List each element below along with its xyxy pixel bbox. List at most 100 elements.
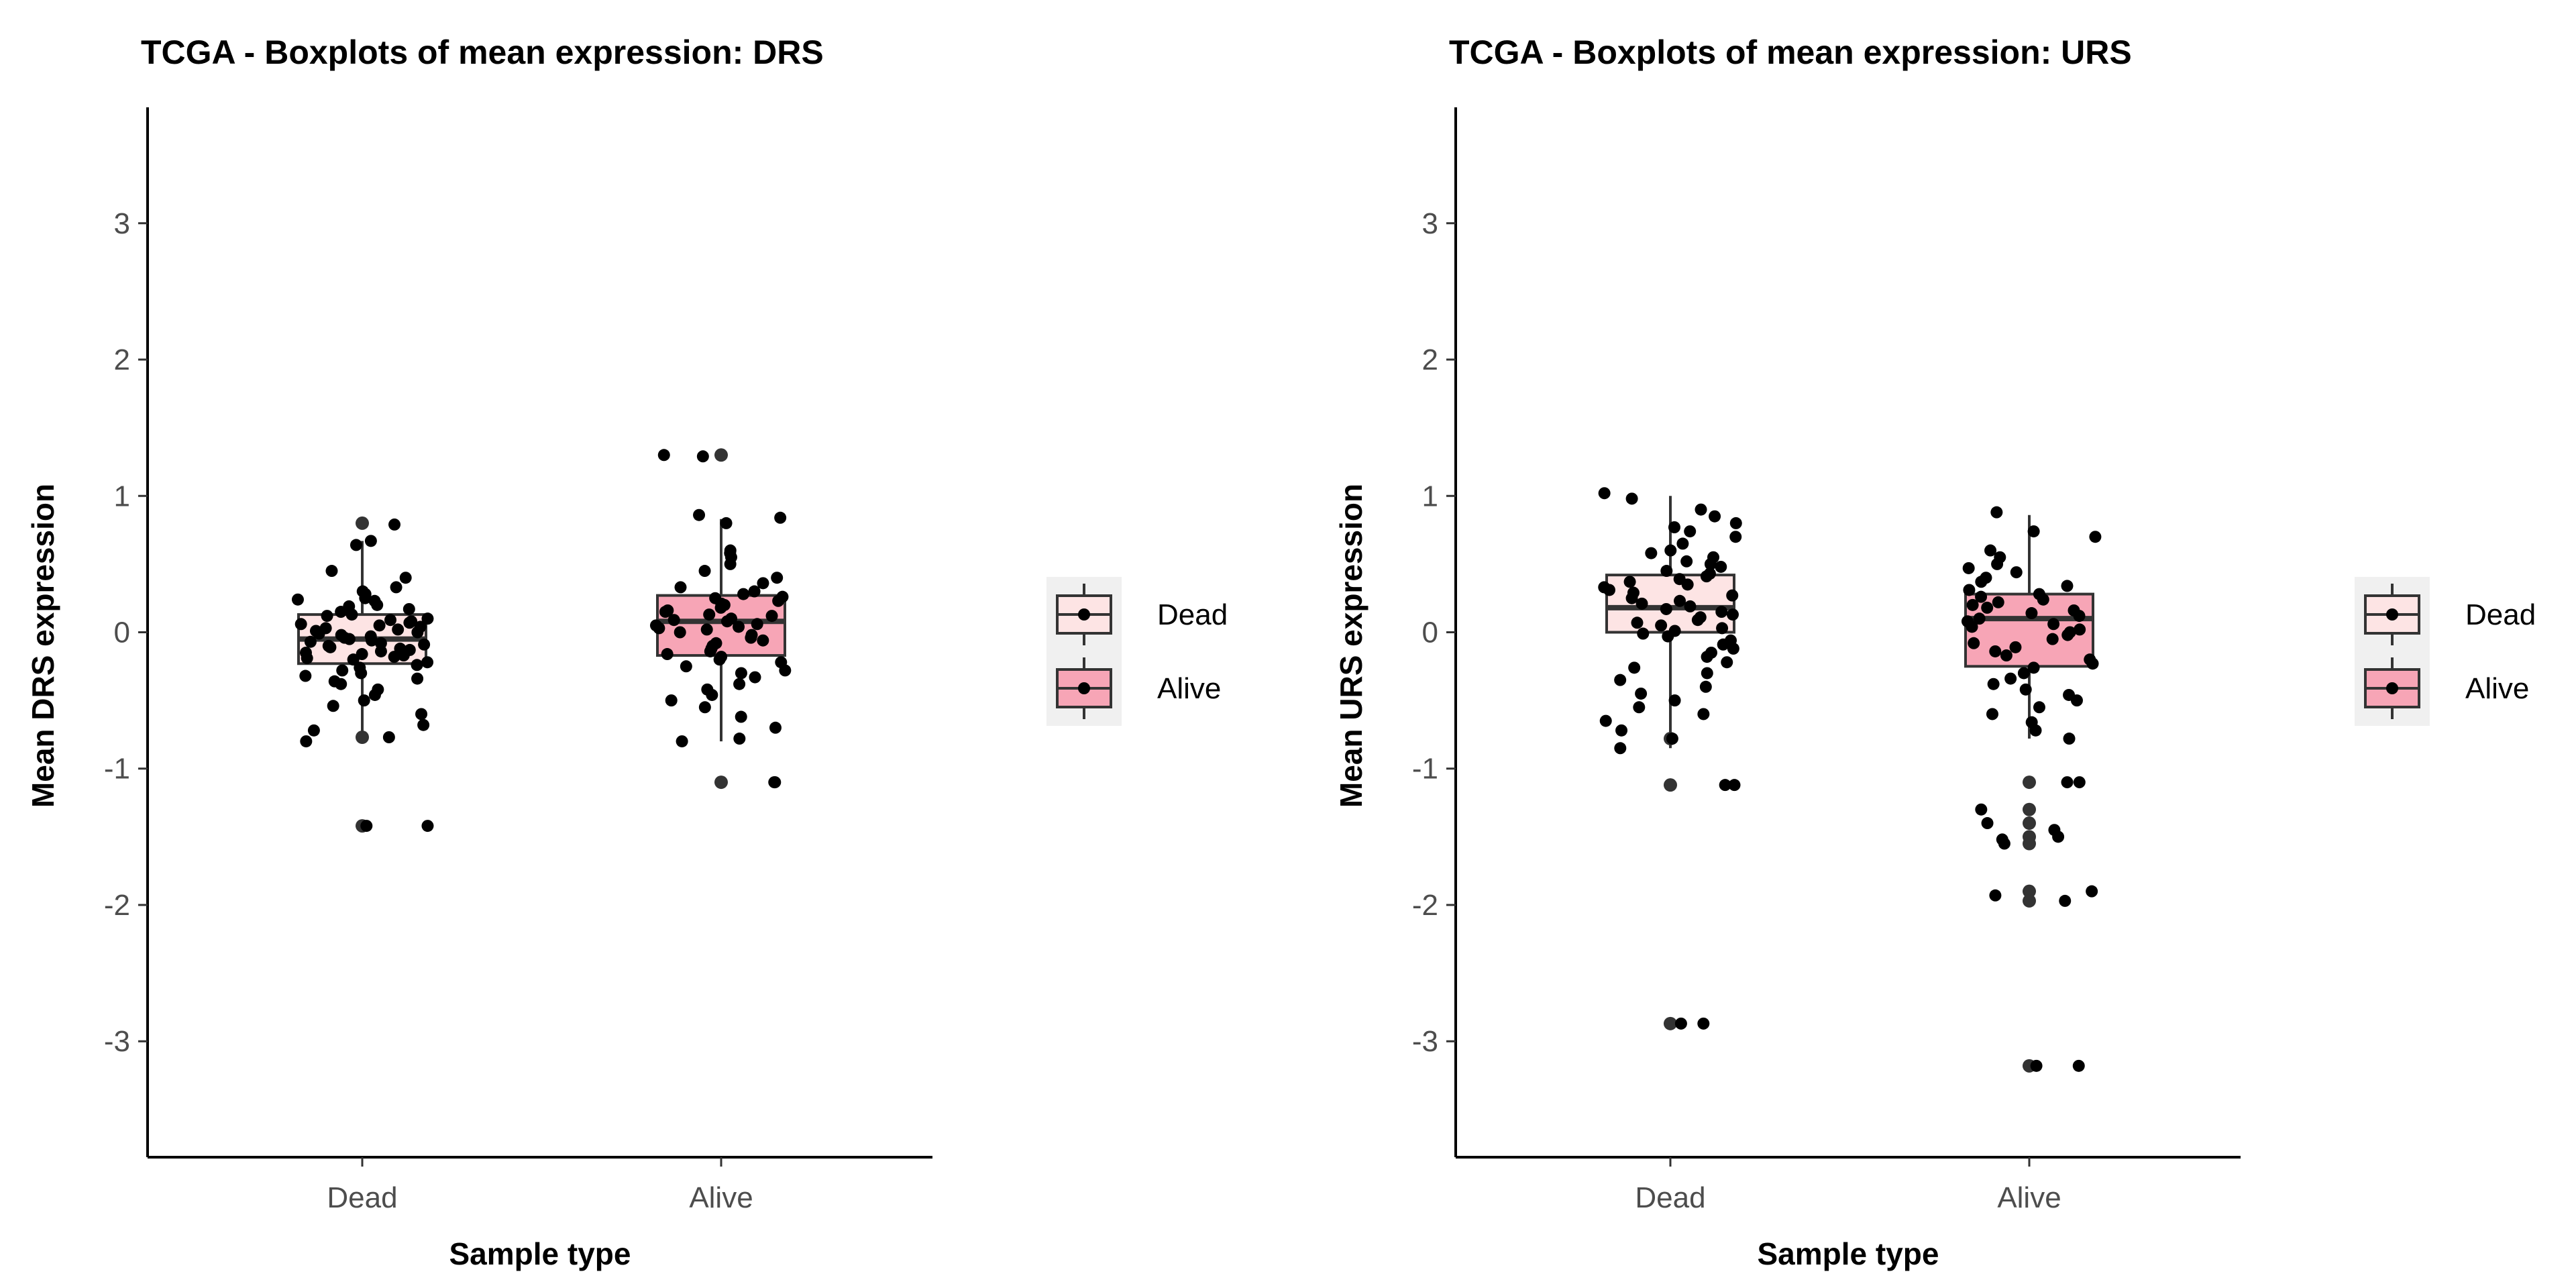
data-point bbox=[2027, 525, 2040, 538]
data-point bbox=[313, 627, 325, 640]
data-point bbox=[411, 626, 424, 639]
data-point bbox=[735, 667, 747, 680]
outlier-point bbox=[714, 775, 728, 790]
data-point bbox=[300, 735, 313, 748]
y-tick-label: -3 bbox=[1412, 1025, 1438, 1058]
data-point bbox=[768, 776, 781, 789]
data-point bbox=[2009, 641, 2022, 653]
data-point bbox=[1966, 621, 1978, 633]
data-point bbox=[355, 667, 368, 680]
data-point bbox=[698, 701, 711, 714]
data-point bbox=[2073, 776, 2086, 789]
data-point bbox=[2017, 667, 2030, 680]
data-point bbox=[335, 678, 347, 690]
data-point bbox=[1664, 544, 1677, 557]
outlier-point bbox=[1664, 778, 1677, 792]
data-point bbox=[2074, 623, 2086, 636]
data-point bbox=[1715, 560, 1727, 573]
data-point bbox=[304, 635, 317, 648]
legend: Dead Alive bbox=[1046, 577, 1228, 726]
data-point bbox=[1603, 584, 1615, 596]
legend-key-point bbox=[1078, 682, 1090, 694]
legend-key-alive bbox=[2364, 657, 2420, 719]
data-point bbox=[415, 708, 428, 720]
data-point bbox=[772, 594, 785, 607]
data-point bbox=[390, 581, 402, 594]
data-point bbox=[1691, 614, 1704, 627]
data-point bbox=[661, 648, 674, 661]
data-point bbox=[397, 649, 410, 662]
data-point bbox=[1674, 1017, 1687, 1030]
data-point bbox=[1989, 645, 2002, 657]
data-point bbox=[757, 634, 769, 647]
outlier-point bbox=[356, 516, 369, 530]
data-point bbox=[421, 612, 434, 625]
data-point bbox=[698, 565, 711, 578]
data-point bbox=[1660, 565, 1673, 578]
data-point bbox=[720, 615, 733, 628]
data-point bbox=[399, 572, 412, 584]
legend-key-point bbox=[2386, 682, 2398, 694]
legend-key-dead bbox=[1056, 584, 1112, 645]
data-point bbox=[1721, 656, 1733, 669]
data-point bbox=[1623, 576, 1636, 588]
data-point bbox=[720, 517, 733, 529]
legend-label: Alive bbox=[1157, 672, 1221, 705]
data-point bbox=[774, 511, 787, 524]
data-point bbox=[1729, 517, 1742, 529]
data-point bbox=[324, 641, 337, 653]
y-tick-label: -1 bbox=[104, 753, 130, 786]
data-point bbox=[403, 616, 416, 629]
data-point bbox=[1981, 817, 1994, 830]
legend-label: Dead bbox=[2465, 598, 2536, 631]
data-point bbox=[1695, 503, 1707, 516]
data-point bbox=[713, 653, 726, 666]
data-point bbox=[703, 608, 716, 621]
data-point bbox=[1681, 578, 1694, 591]
data-point bbox=[1717, 638, 1729, 651]
data-point bbox=[2073, 610, 2086, 623]
data-point bbox=[2061, 629, 2074, 641]
outlier-point bbox=[1664, 1016, 1677, 1030]
data-point bbox=[1666, 733, 1678, 745]
x-axis-title: Sample type bbox=[449, 1236, 631, 1271]
y-axis-title: Mean URS expression bbox=[1334, 484, 1368, 808]
data-point bbox=[751, 618, 763, 631]
data-point bbox=[674, 581, 687, 594]
y-tick-label: 0 bbox=[114, 616, 130, 649]
data-point bbox=[2030, 1059, 2043, 1072]
data-point bbox=[1599, 714, 1612, 727]
y-tick-label: -1 bbox=[1412, 753, 1438, 786]
legend-key-dead bbox=[2364, 584, 2420, 645]
data-point bbox=[356, 648, 368, 661]
data-point bbox=[1715, 606, 1728, 619]
data-point bbox=[757, 577, 769, 590]
data-point bbox=[1986, 708, 1998, 720]
legend-key-point bbox=[1078, 608, 1090, 621]
data-point bbox=[2070, 694, 2083, 707]
data-point bbox=[1615, 724, 1628, 737]
data-point bbox=[706, 688, 718, 701]
data-point bbox=[1701, 651, 1713, 663]
data-point bbox=[359, 592, 372, 604]
data-point bbox=[411, 659, 423, 672]
legend-label: Alive bbox=[2465, 672, 2529, 705]
outlier-point bbox=[714, 448, 728, 462]
data-point bbox=[733, 733, 746, 745]
data-point bbox=[350, 539, 362, 551]
outlier-point bbox=[2023, 837, 2036, 851]
data-point bbox=[1716, 622, 1729, 635]
outlier-point bbox=[2023, 802, 2036, 816]
data-point bbox=[327, 700, 339, 712]
data-point bbox=[1989, 889, 2002, 902]
data-point bbox=[765, 610, 778, 623]
data-point bbox=[2027, 661, 2040, 674]
data-point bbox=[364, 535, 377, 547]
data-point bbox=[294, 618, 307, 631]
data-point bbox=[411, 672, 424, 685]
data-point bbox=[714, 601, 727, 614]
data-point bbox=[336, 664, 349, 677]
data-point bbox=[680, 660, 692, 673]
data-point bbox=[307, 724, 320, 737]
